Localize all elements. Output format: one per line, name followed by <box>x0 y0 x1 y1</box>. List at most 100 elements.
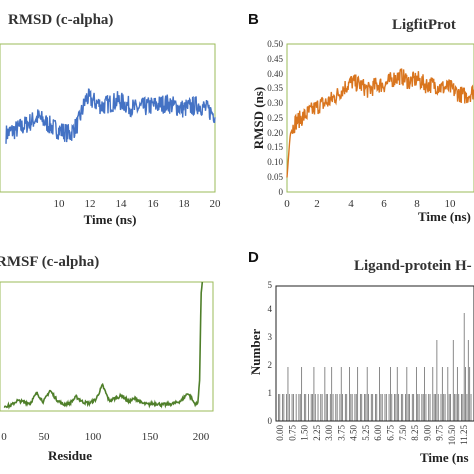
h-bond-bar <box>295 394 297 421</box>
h-bond-bar <box>287 367 289 421</box>
h-bond-bar <box>440 394 442 421</box>
h-bond-bar <box>391 394 393 421</box>
panel-d-xtick: 7.50 <box>398 425 408 441</box>
h-bond-bar <box>335 394 337 421</box>
h-bond-bar <box>455 394 457 421</box>
h-bond-bar <box>384 394 386 421</box>
h-bond-bar <box>443 394 445 421</box>
h-bond-bar <box>469 367 471 421</box>
panel-d-xtick: 0.00 <box>275 425 285 441</box>
h-bond-bar <box>395 394 397 421</box>
panel-c: RMSF (c-alpha) 0 50 100 150 200 Residue <box>0 254 214 463</box>
h-bond-bar <box>308 394 309 421</box>
panel-d-xticks: 0.00 0.75 1.50 2.25 3.00 3.75 4.50 5.25 6.00 6.75… <box>275 425 469 446</box>
h-bond-bar <box>283 394 285 421</box>
h-bond-bar <box>458 394 460 421</box>
h-bond-bar <box>357 367 359 421</box>
panel-d-xtick: 0.75 <box>287 425 297 441</box>
panel-b-frame <box>286 43 474 193</box>
h-bond-bar <box>456 367 458 421</box>
panel-a-title: RMSD (c-alpha) <box>8 12 113 28</box>
panel-b-ytick: 0.20 <box>267 128 283 138</box>
panel-b-ylabel: RMSD (ns) <box>251 87 266 149</box>
h-bond-bar <box>379 367 380 421</box>
h-bond-bar <box>390 367 391 421</box>
h-bond-bar <box>301 367 303 421</box>
h-bond-bar <box>417 394 419 421</box>
panel-d-ytick: 5 <box>268 280 273 290</box>
h-bond-bar <box>312 394 313 421</box>
panel-d-xlabel: Time (ns <box>420 450 469 465</box>
h-bond-bar <box>321 394 323 421</box>
h-bond-bar <box>465 367 466 421</box>
h-bond-bar <box>288 394 290 421</box>
h-bond-bar <box>462 394 464 421</box>
h-bond-bar <box>279 394 281 421</box>
panel-d-xtick: 9.75 <box>435 425 445 441</box>
h-bond-bar <box>470 394 472 421</box>
h-bond-bar <box>394 394 395 421</box>
panel-b-yticks: 0 0.05 0.10 0.15 0.20 0.25 0.30 0.35 0.4… <box>267 39 283 197</box>
h-bond-bar <box>398 394 400 421</box>
panel-b-xtick: 10 <box>445 198 457 210</box>
panel-b-xtick: 4 <box>348 198 354 210</box>
panel-b-ytick: 0.30 <box>267 98 283 108</box>
h-bond-bar <box>450 394 451 421</box>
panel-d-xtick: 8.25 <box>410 425 420 441</box>
panel-d-xtick: 2.25 <box>312 425 322 441</box>
h-bond-bar <box>336 394 338 421</box>
h-bond-bar <box>461 394 462 421</box>
panel-d-ytick: 1 <box>268 388 273 398</box>
panel-c-xtick: 200 <box>193 431 210 443</box>
h-bond-bar <box>436 340 438 421</box>
h-bond-bar <box>454 394 456 421</box>
panel-d-ylabel: Number <box>248 329 263 375</box>
panel-a-rmsd-line <box>5 88 216 144</box>
panel-d-ytick: 2 <box>268 360 273 370</box>
panel-b: B LigfitProt 0 0.05 0.10 0.15 0.20 0.25 … <box>248 11 474 224</box>
h-bond-bar <box>361 394 363 421</box>
panel-c-xtick: 100 <box>85 431 102 443</box>
h-bond-bar <box>441 367 443 421</box>
h-bond-bar <box>452 340 454 421</box>
panel-b-ytick: 0 <box>279 187 284 197</box>
h-bond-bar <box>344 394 346 421</box>
h-bond-bar <box>424 367 425 421</box>
panel-b-ytick: 0.45 <box>267 54 283 64</box>
panel-b-title: LigfitProt <box>392 17 456 33</box>
panel-d: D Ligand-protein H- 0 1 2 3 4 5 Number 0… <box>248 249 474 465</box>
panel-b-ytick: 0.50 <box>267 39 283 49</box>
panel-b-ytick: 0.40 <box>267 69 283 79</box>
h-bond-bar <box>444 394 446 421</box>
h-bond-bar <box>429 394 431 421</box>
h-bond-bar <box>428 394 430 421</box>
panel-b-xtick: 8 <box>414 198 420 210</box>
h-bond-bar <box>305 394 307 421</box>
h-bond-bar <box>346 394 348 421</box>
h-bond-bar <box>354 394 356 421</box>
panel-c-title: RMSF (c-alpha) <box>0 254 99 270</box>
h-bond-bar <box>433 394 435 421</box>
h-bond-bar <box>413 394 415 421</box>
panel-d-xtick: 11.25 <box>459 425 469 445</box>
h-bond-bar <box>365 394 367 421</box>
h-bond-bar <box>432 367 434 421</box>
panel-a-xtick-20: 20 <box>210 198 222 210</box>
panel-c-xtick: 150 <box>142 431 159 443</box>
h-bond-bar <box>349 367 350 421</box>
panel-b-rmsd-line <box>286 68 474 178</box>
h-bond-bar <box>407 394 409 421</box>
panel-d-xtick: 6.00 <box>373 425 383 441</box>
panel-b-xtick: 2 <box>314 198 320 210</box>
h-bond-bar <box>376 394 378 421</box>
h-bond-bar <box>298 394 300 421</box>
h-bond-bar <box>370 394 372 421</box>
h-bond-bar <box>411 394 413 421</box>
panel-b-ytick: 0.10 <box>267 157 283 167</box>
panel-d-xtick: 4.50 <box>349 425 359 441</box>
h-bond-bar <box>359 394 361 421</box>
h-bond-bar <box>320 394 322 421</box>
h-bond-bar <box>415 367 417 421</box>
h-bond-bar <box>332 394 334 421</box>
